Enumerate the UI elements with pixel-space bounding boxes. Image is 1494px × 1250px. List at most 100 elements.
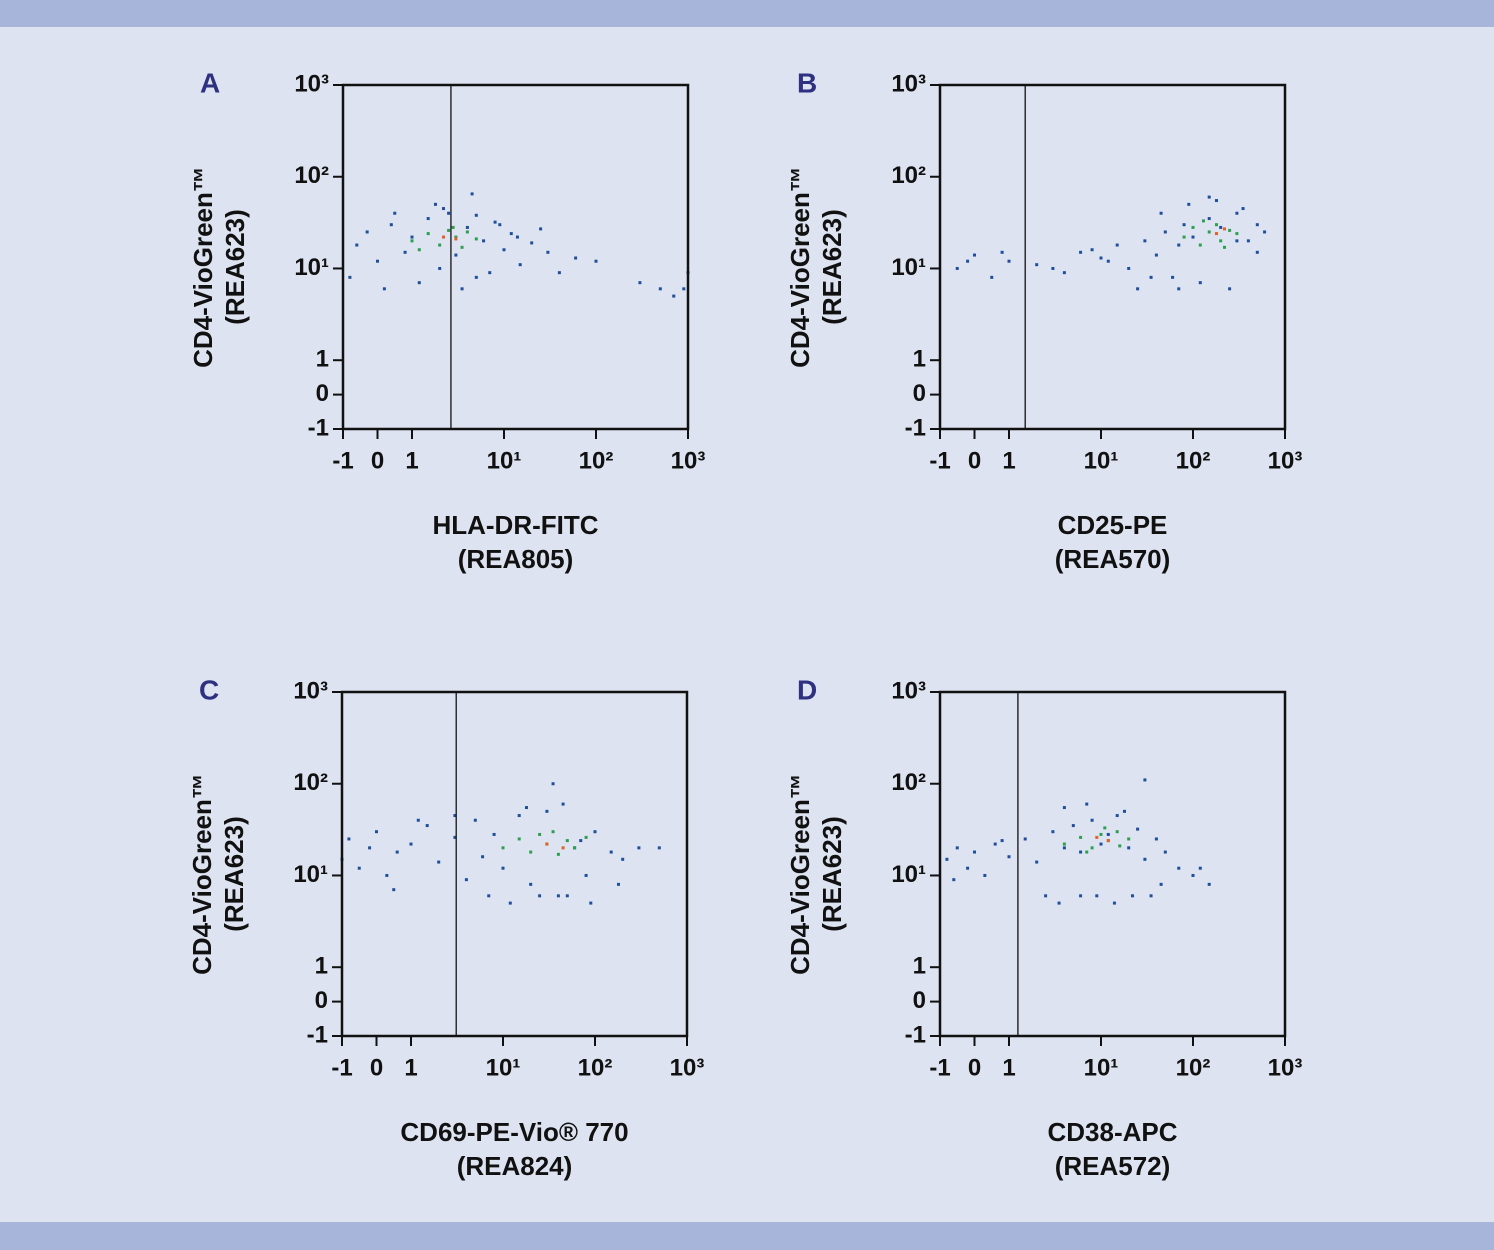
event-dot	[451, 225, 455, 229]
event-dot	[375, 830, 378, 834]
event-dot	[1255, 223, 1259, 227]
event-dot	[410, 235, 414, 239]
event-dot	[393, 211, 397, 215]
event-dot	[1007, 855, 1011, 859]
event-dot	[993, 842, 997, 846]
event-dot	[1071, 824, 1075, 828]
event-dot	[426, 232, 430, 236]
event-dot	[1143, 857, 1147, 861]
event-dot	[1214, 232, 1218, 236]
x-tick-label: 0	[371, 447, 384, 474]
event-dot	[1127, 266, 1131, 270]
event-dot	[579, 839, 583, 843]
event-dot	[453, 835, 457, 839]
event-dot	[438, 266, 442, 270]
event-dot	[530, 241, 534, 245]
x-axis-label: (REA805)	[458, 544, 574, 574]
event-dot	[966, 259, 970, 263]
event-dot	[1154, 253, 1158, 257]
panel-letter: B	[797, 67, 817, 98]
event-dot	[1090, 846, 1094, 850]
event-dot	[1035, 263, 1039, 267]
event-dot	[481, 855, 485, 859]
event-dot	[539, 227, 543, 231]
event-dot	[556, 894, 560, 898]
event-dot	[1163, 230, 1167, 234]
event-dot	[493, 220, 497, 224]
event-dot	[1095, 894, 1099, 898]
y-tick-label: 10¹	[294, 254, 329, 281]
event-dot	[454, 237, 458, 241]
event-dot	[517, 837, 521, 841]
event-dot	[955, 846, 959, 850]
event-dot	[1191, 873, 1195, 877]
event-dot	[538, 894, 542, 898]
event-dot	[952, 878, 956, 882]
y-tick-label: 10²	[293, 769, 328, 796]
event-dot	[1000, 250, 1004, 254]
event-dot	[382, 287, 386, 291]
event-dot	[1177, 287, 1181, 291]
event-dot	[1182, 223, 1186, 227]
x-tick-label: 10²	[578, 1054, 613, 1081]
x-tick-label: 0	[968, 447, 981, 474]
plot-frame	[341, 83, 690, 431]
event-dot	[1191, 225, 1195, 229]
event-dot	[509, 232, 513, 236]
plot-frame	[938, 83, 1287, 431]
x-tick-label: 0	[968, 1054, 981, 1081]
event-dot	[557, 271, 561, 275]
event-dot	[474, 275, 478, 279]
event-dot	[425, 824, 429, 828]
event-dot	[545, 842, 549, 846]
panel-letter: C	[199, 674, 219, 705]
event-dot	[1106, 259, 1110, 263]
event-dot	[498, 223, 502, 227]
event-dot	[551, 830, 555, 834]
y-tick-label: 0	[913, 987, 926, 1014]
y-tick-label: 1	[315, 953, 328, 980]
event-dot	[1131, 894, 1135, 898]
event-dot	[1154, 837, 1158, 841]
event-dot	[502, 248, 506, 252]
event-dot	[1246, 239, 1250, 243]
event-dot	[454, 235, 458, 239]
event-dot	[1079, 850, 1083, 854]
x-tick-label: 10³	[1268, 1054, 1303, 1081]
event-dot	[589, 901, 593, 905]
event-dot	[454, 253, 458, 257]
event-dot	[584, 835, 588, 839]
event-dot	[518, 263, 522, 267]
event-dot	[1112, 901, 1116, 905]
event-dot	[529, 850, 533, 854]
event-dot	[966, 866, 970, 870]
x-tick-label: 10³	[670, 1054, 705, 1081]
event-dot	[1223, 245, 1227, 249]
event-dot	[609, 850, 613, 854]
event-dot	[1207, 217, 1211, 221]
plot-frame	[938, 690, 1287, 1038]
y-tick-label: 10¹	[891, 254, 926, 281]
event-dot	[465, 230, 469, 234]
event-dot	[1219, 225, 1223, 229]
event-dot	[1044, 894, 1048, 898]
event-dot	[474, 213, 478, 217]
event-dot	[672, 294, 676, 298]
y-axis-label: CD4-VioGreen™	[187, 773, 217, 975]
event-dot	[1191, 235, 1195, 239]
y-tick-label: -1	[308, 414, 329, 441]
event-dot	[1079, 894, 1083, 898]
event-dot	[565, 894, 569, 898]
y-tick-label: 1	[316, 346, 329, 373]
event-dot	[1127, 846, 1131, 850]
event-dot	[1057, 901, 1061, 905]
event-dot	[1255, 250, 1259, 254]
event-dot	[1127, 837, 1131, 841]
x-tick-label: 10¹	[487, 447, 522, 474]
event-dot	[1079, 250, 1083, 254]
event-dot	[1201, 219, 1205, 223]
event-dot	[517, 814, 521, 818]
event-dot	[347, 837, 351, 841]
y-tick-label: 10²	[891, 162, 926, 189]
y-tick-label: 0	[913, 380, 926, 407]
